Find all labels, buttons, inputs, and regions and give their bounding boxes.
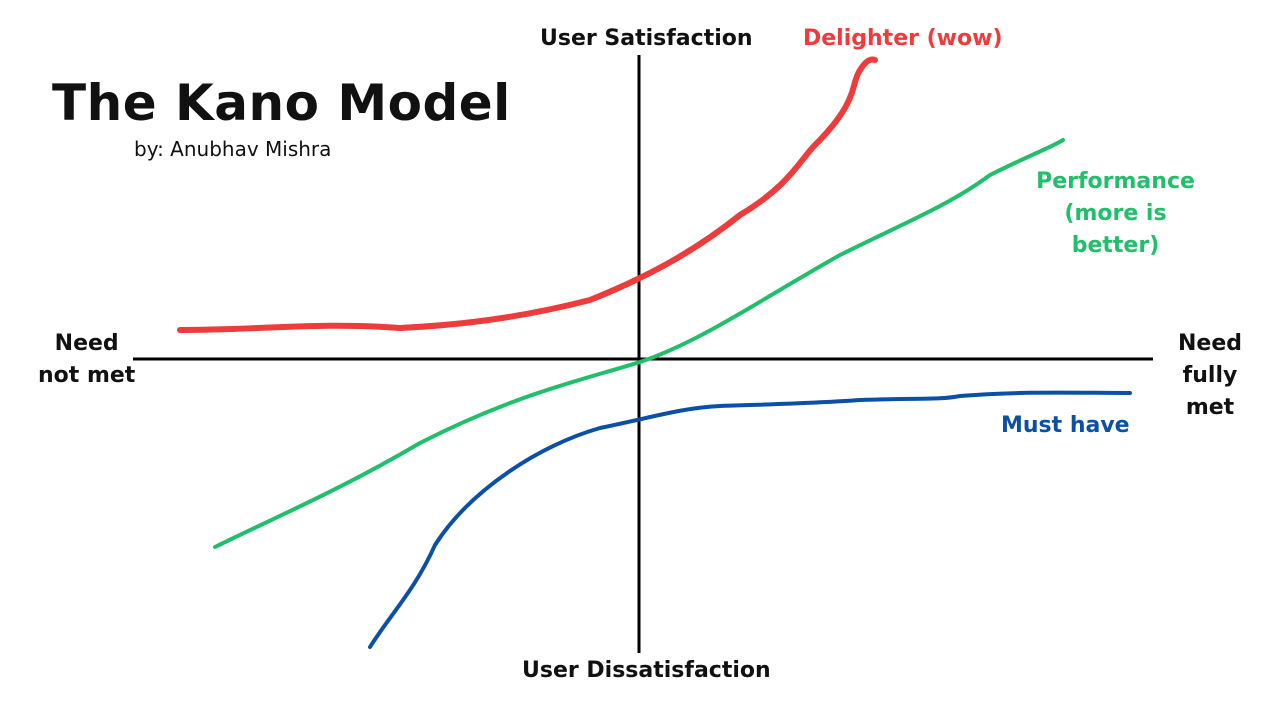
x-axis-positive-line2: fully met: [1182, 363, 1238, 420]
performance-label: Performance (more is better): [1023, 166, 1208, 262]
performance-label-line1: Performance: [1036, 169, 1195, 194]
author-byline: by: Anubhav Mishra: [134, 137, 332, 161]
performance-label-line2: (more is better): [1064, 201, 1167, 258]
x-axis-negative-line1: Need: [54, 331, 119, 356]
x-axis-positive-label: Need fully met: [1155, 328, 1265, 424]
y-axis-negative-label: User Dissatisfaction: [522, 658, 771, 683]
delighter-curve: [177, 56, 878, 333]
delighter-label: Delighter (wow): [803, 26, 1003, 51]
y-axis-positive-label: User Satisfaction: [540, 26, 753, 51]
must-have-curve: [368, 390, 1132, 649]
x-axis-negative-line2: not met: [38, 363, 136, 388]
must-have-label: Must have: [1001, 413, 1130, 438]
diagram-title: The Kano Model: [52, 74, 511, 132]
performance-curve: [213, 138, 1065, 549]
x-axis-negative-label: Need not met: [38, 328, 135, 392]
x-axis-positive-line1: Need: [1177, 331, 1242, 356]
